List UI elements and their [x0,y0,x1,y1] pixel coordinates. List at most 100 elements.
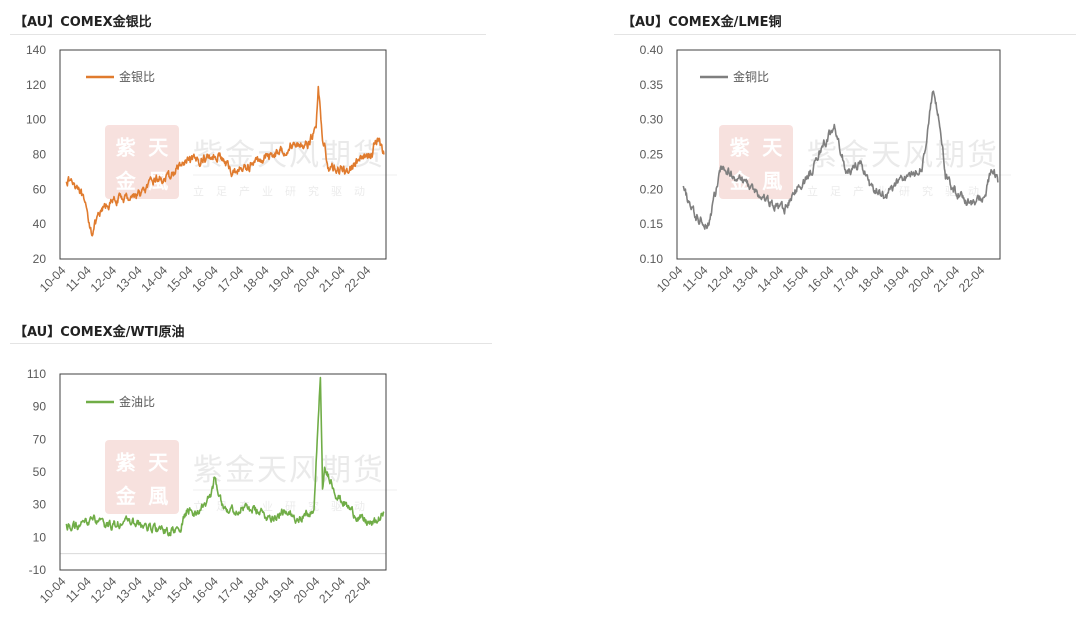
x-tick-label: 18-04 [240,263,272,295]
chart-panel-gold-oil: 【AU】COMEX金/WTI原油 紫天金風 紫金天风期货立足产业研究驱动 110 90… [0,316,500,628]
series-line-1 [65,85,385,237]
x-tick-label: 14-04 [138,263,170,295]
y-tick-label: 20 [33,252,47,266]
x-tick-label: 18-04 [240,574,272,606]
x-tick-label: 14-04 [138,574,170,606]
watermark: 紫天金 風 紫金天风期货立足产业研究驱动 [105,440,397,514]
y-tick-label: 0.20 [640,182,664,196]
y-tick-label: 0.25 [640,148,664,162]
watermark-brand: 紫金天风期货 [807,138,999,173]
title-divider [614,34,1076,35]
watermark-seal-char: 天 [762,136,783,160]
y-tick-label: 0.15 [640,217,664,231]
x-tick-label: 10-04 [37,263,69,295]
x-tick-label: 19-04 [880,263,912,295]
x-tick-label: 12-04 [88,263,120,295]
x-tick-label: 11-04 [63,263,94,294]
y-tick-label: 50 [33,465,47,479]
x-tick-label: 17-04 [830,263,862,295]
x-tick-label: 18-04 [855,263,887,295]
x-tick-label: 17-04 [215,574,247,606]
watermark-seal-char: 金 [115,484,137,508]
watermark: 紫天金 風紫金天风期货立足产业研究驱动 [719,125,1011,199]
y-tick-label: -10 [29,563,47,577]
watermark-seal [105,440,179,514]
series-line-1 [682,90,999,230]
title-divider [10,34,486,35]
x-tick-label: 10-04 [654,263,686,295]
legend-label: 金银比 [119,69,155,84]
watermark-slogan: 立足产业研究驱动 [193,184,377,198]
plot-area-border [59,49,387,260]
x-tick-label: 10-04 [37,574,69,606]
watermark-seal-char: 紫 [730,136,750,160]
x-tick-label: 15-04 [164,574,196,606]
plot-area-border [676,49,1001,260]
y-tick-label: 70 [33,432,47,446]
x-tick-label: 13-04 [729,263,761,295]
x-tick-label: 12-04 [704,263,736,295]
watermark-seal-char: 風 [148,484,168,508]
watermark-seal-char: 風 [762,169,782,193]
y-tick-label: 0.35 [640,78,664,92]
x-tick-label: 11-04 [63,574,94,605]
x-tick-label: 22-04 [956,263,988,295]
watermark-seal-char: 天 [148,136,169,160]
x-tick-label: 11-04 [680,263,711,294]
y-tick-label: 10 [33,530,47,544]
watermark-seal [105,125,179,199]
legend-label: 金铜比 [733,69,769,84]
y-tick-label: 110 [27,367,46,381]
chart-panel-gold-copper: 【AU】COMEX金/LME铜 紫天金風紫金天风期货 立足产业研究驱动 0.40 0.… [614,0,1080,310]
watermark: 紫天金 風紫金天风期货立足产业研究驱动 [105,125,397,199]
y-tick-label: 0.30 [640,113,664,127]
watermark-brand: 紫金天风期货 [193,138,385,173]
x-tick-label: 22-04 [342,574,374,606]
x-tick-label: 16-04 [805,263,837,295]
plot-area-border [59,373,387,571]
x-tick-label: 21-04 [931,263,963,295]
x-tick-label: 21-04 [316,263,348,295]
title-divider [10,343,492,344]
x-tick-label: 16-04 [189,574,221,606]
chart-title: 【AU】COMEX金/WTI原油 [14,325,185,340]
watermark-seal-char: 金 [729,169,751,193]
y-tick-label: 140 [26,43,46,57]
y-tick-label: 80 [33,148,47,162]
x-tick-label: 15-04 [164,263,196,295]
x-tick-label: 13-04 [113,263,145,295]
watermark-brand: 紫金天风期货 [193,453,385,488]
watermark-seal-char: 紫 [116,451,136,475]
y-tick-label: 100 [26,113,46,127]
chart-panel-gold-silver: 【AU】COMEX金银比 紫天金風紫金天风期货 立足产业研究驱动 140 120 100… [0,0,490,310]
chart-title: 【AU】COMEX金银比 [14,15,152,30]
x-tick-label: 17-04 [215,263,247,295]
legend-label: 金油比 [119,394,155,409]
y-tick-label: 60 [33,182,47,196]
y-tick-label: 90 [33,400,47,414]
chart-title: 【AU】COMEX金/LME铜 [622,15,782,30]
x-tick-label: 12-04 [88,574,120,606]
x-tick-label: 21-04 [316,574,348,606]
series-line-1 [65,376,385,537]
y-tick-label: 40 [33,217,47,231]
y-tick-label: 120 [26,78,46,92]
x-tick-label: 13-04 [113,574,145,606]
x-tick-label: 19-04 [265,263,297,295]
x-tick-label: 15-04 [780,263,812,295]
x-tick-label: 22-04 [342,263,374,295]
gold-copper-ratio-chart: 紫天金 風紫金天风期货立足产业研究驱动0.400.350.300.250.200.… [640,43,1011,295]
watermark-slogan: 立足产业研究驱动 [193,499,377,513]
y-tick-label: 30 [33,498,47,512]
x-tick-label: 14-04 [754,263,786,295]
watermark-seal-char: 天 [148,451,169,475]
y-tick-label: 0.40 [640,43,664,57]
gold-oil-ratio-chart: 紫天金 風紫金天风期货立足产业研究驱动1109070503010-1010-041… [27,367,397,606]
x-tick-label: 20-04 [905,263,937,295]
gold-silver-ratio-chart: 紫天金 風紫金天风期货立足产业研究驱动1401201008060402010-04… [26,43,397,295]
x-tick-label: 19-04 [265,574,297,606]
x-tick-label: 20-04 [291,574,323,606]
x-tick-label: 20-04 [291,263,323,295]
watermark-seal-char: 金 [115,169,137,193]
watermark-seal-char: 紫 [116,136,136,160]
